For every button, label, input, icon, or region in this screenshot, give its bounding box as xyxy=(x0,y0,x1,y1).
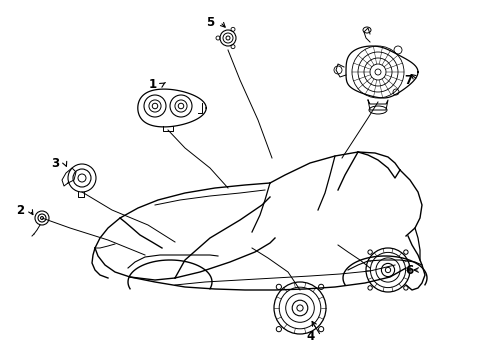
Text: 1: 1 xyxy=(149,77,157,90)
Text: 6: 6 xyxy=(406,264,414,276)
Text: 4: 4 xyxy=(307,329,315,342)
Text: 2: 2 xyxy=(16,203,24,216)
Text: 3: 3 xyxy=(51,157,59,170)
Text: 7: 7 xyxy=(404,73,412,86)
Text: 5: 5 xyxy=(206,15,214,28)
